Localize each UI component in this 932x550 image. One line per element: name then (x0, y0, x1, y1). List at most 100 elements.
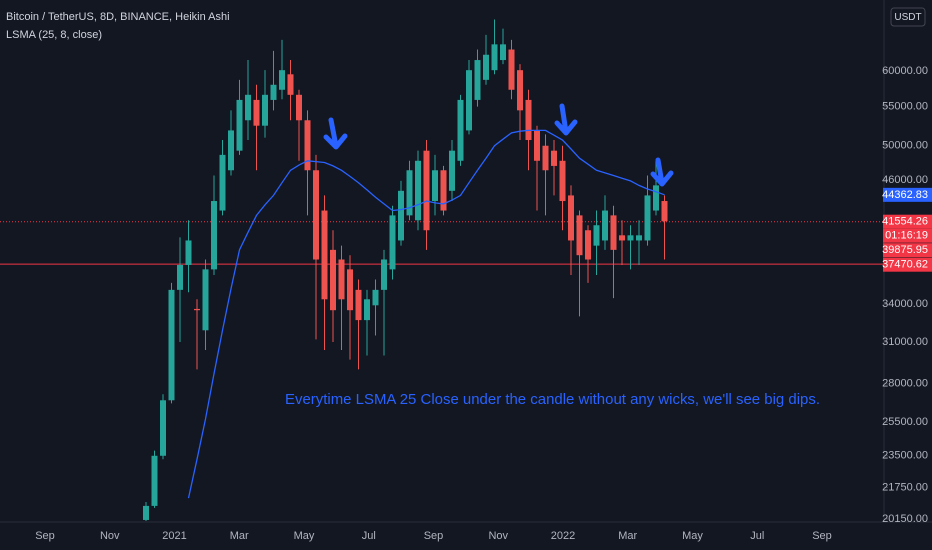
candle-body (160, 400, 166, 456)
candle-body (185, 240, 192, 265)
candle-body (338, 259, 345, 300)
y-tick-label: 60000.00 (882, 65, 928, 77)
x-tick-label: Jul (750, 530, 764, 542)
price-badge-label: 44362.83 (882, 189, 928, 201)
candle-body (372, 289, 379, 306)
price-badge (883, 214, 932, 229)
candle-body (347, 269, 353, 311)
candle-body (627, 235, 634, 241)
x-tick-label: 2022 (551, 530, 575, 542)
candle-body (177, 264, 183, 290)
candle-body (253, 99, 260, 126)
currency-button-box[interactable] (890, 7, 926, 27)
candle-body (389, 215, 396, 270)
plot (0, 19, 884, 521)
x-tick-label: Jul (362, 530, 376, 542)
candle-body (619, 235, 625, 241)
candle-body (576, 215, 583, 256)
candle-body (355, 289, 362, 321)
x-tick-label: Sep (424, 530, 444, 542)
candle-body (202, 269, 209, 331)
candle-body (262, 94, 268, 126)
candle-body (525, 99, 532, 141)
candle-body (228, 130, 234, 171)
candle-body (151, 455, 158, 506)
arrows (323, 103, 674, 187)
candle-body (534, 130, 540, 161)
x-tick-label: Mar (618, 530, 637, 542)
candle-body (423, 150, 430, 231)
x-tick-label: May (682, 530, 703, 542)
candle-body (398, 190, 404, 241)
x-tick-label: Nov (100, 530, 120, 542)
candle-body (466, 70, 472, 131)
candle-body (406, 170, 413, 216)
candle-body (432, 170, 438, 202)
y-tick-label: 31000.00 (882, 336, 928, 348)
y-tick-label: 20150.00 (882, 513, 928, 525)
indicator-legend: LSMA (25, 8, close) (6, 29, 102, 41)
candle-body (304, 120, 311, 171)
candle-body (457, 99, 464, 161)
chart-title: Bitcoin / TetherUS, 8D, BINANCE, Heikin … (6, 11, 230, 23)
candle-body (381, 259, 387, 290)
candle-body (211, 201, 217, 270)
candle-body (219, 154, 226, 211)
candle-body (559, 160, 566, 202)
x-tick-label: Sep (35, 530, 55, 542)
x-tick-label: 2021 (162, 530, 186, 542)
candle-body (593, 225, 600, 246)
y-tick-label: 55000.00 (882, 100, 928, 112)
candle-body (415, 160, 421, 221)
candle-body (168, 289, 175, 401)
candle-body (483, 54, 489, 80)
price-badge (883, 243, 932, 258)
candle-body (330, 249, 336, 311)
candle-body (313, 170, 319, 260)
price-badge (883, 187, 932, 202)
candle-body (364, 299, 370, 321)
y-tick-label: 23500.00 (882, 450, 928, 462)
y-tick-label: 34000.00 (882, 298, 928, 310)
y-tick-label: 46000.00 (882, 174, 928, 186)
candle-body (491, 44, 498, 71)
candle-body (661, 201, 668, 222)
x-tick-label: Mar (230, 530, 249, 542)
y-tick-label: 50000.00 (882, 140, 928, 152)
x-tick-label: Sep (812, 530, 832, 542)
price-badge-label: 37470.62 (882, 259, 928, 271)
candle-body (245, 94, 251, 121)
candle-body (321, 210, 328, 300)
y-tick-label: 28000.00 (882, 378, 928, 390)
candle-body (610, 215, 617, 250)
price-badge (883, 257, 932, 272)
x-tick-label: May (294, 530, 315, 542)
candle-body (449, 150, 455, 191)
price-badge-label: 39875.95 (882, 244, 928, 256)
candle-body (440, 170, 447, 211)
x-tick-label: Nov (488, 530, 508, 542)
countdown-badge (883, 228, 932, 243)
y-tick-label: 21750.00 (882, 481, 928, 493)
candle-body (517, 70, 523, 111)
candle-body (644, 195, 651, 241)
candle-body (279, 70, 285, 90)
candle-body (236, 99, 243, 151)
arrow (650, 157, 674, 187)
candle-body (296, 94, 302, 121)
arrow (323, 117, 348, 150)
y-tick-label: 25500.00 (882, 416, 928, 428)
currency-label[interactable]: USDT (894, 12, 921, 23)
candle-body (542, 145, 549, 171)
candle-body (287, 74, 294, 95)
annotation: Everytime LSMA 25 Close under the candle… (285, 391, 820, 408)
candle-body (194, 308, 200, 311)
candle-body (508, 49, 515, 90)
price-badge-label: 41554.26 (882, 216, 928, 228)
candle-body (653, 185, 659, 211)
candle-body (636, 235, 642, 241)
candle-body (143, 505, 149, 520)
currency-button[interactable]: USDT (890, 7, 926, 27)
